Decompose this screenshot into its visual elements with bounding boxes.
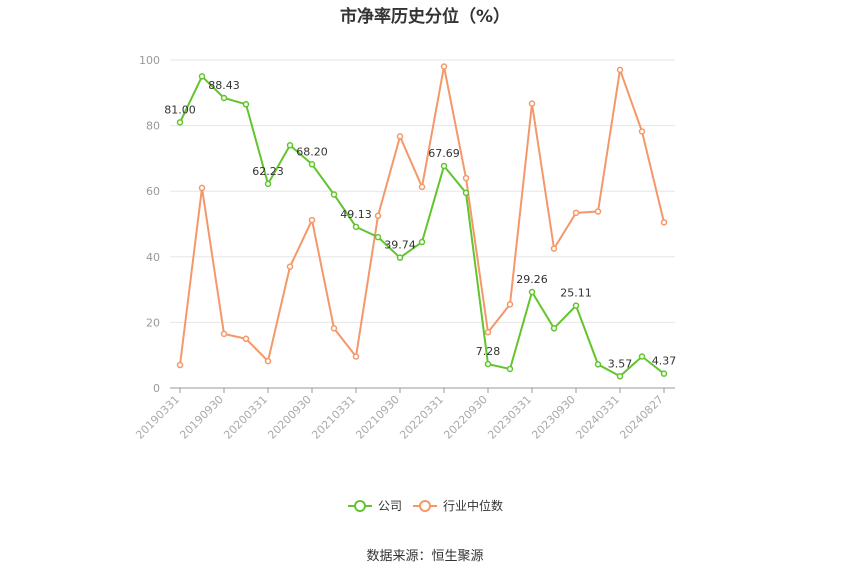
data-point [374, 233, 382, 241]
x-tick-label: 20240827 [617, 393, 666, 442]
x-tick-label: 20200930 [265, 393, 314, 442]
data-point [638, 128, 646, 135]
data-point [484, 328, 492, 336]
data-point [220, 94, 228, 102]
data-point [616, 373, 624, 380]
data-point [572, 302, 580, 309]
y-tick-label: 100 [139, 54, 160, 67]
data-label: 3.57 [608, 357, 633, 370]
data-point [176, 119, 184, 126]
data-point [440, 63, 448, 70]
data-label: 62.23 [252, 165, 284, 178]
data-point [506, 301, 514, 308]
data-point [396, 254, 404, 261]
data-label: 39.74 [384, 239, 416, 252]
data-point [462, 189, 470, 197]
data-point [176, 361, 184, 369]
data-label: 29.26 [516, 273, 548, 286]
x-tick-label: 20210331 [309, 393, 358, 442]
data-point [308, 216, 316, 224]
data-point [264, 357, 272, 365]
legend-swatch-marker[interactable] [354, 500, 366, 512]
data-label: 49.13 [340, 208, 372, 221]
legend-item-label[interactable]: 行业中位数 [443, 498, 503, 513]
data-point [660, 370, 668, 377]
data-point [220, 330, 228, 338]
data-point [330, 325, 338, 332]
series-line [179, 66, 665, 366]
data-point [286, 142, 294, 149]
data-point [572, 209, 580, 217]
data-point [528, 100, 536, 107]
data-label: 7.28 [476, 345, 501, 358]
data-point [198, 184, 206, 192]
data-point [616, 66, 624, 74]
data-label: 88.43 [208, 79, 240, 92]
x-tick-label: 20190930 [177, 393, 226, 442]
y-tick-label: 40 [146, 251, 160, 264]
data-label: 68.20 [296, 145, 328, 158]
data-point [374, 212, 382, 220]
x-tick-label: 20230930 [529, 393, 578, 442]
data-point [418, 183, 426, 191]
data-label: 25.11 [560, 287, 592, 300]
data-point [352, 223, 360, 231]
data-point [550, 245, 558, 252]
data-point [242, 335, 250, 343]
data-point [594, 208, 602, 215]
data-source-note: 数据来源：恒生聚源 [366, 549, 484, 564]
data-point [352, 353, 360, 360]
series-line [179, 74, 665, 378]
data-label: 67.69 [428, 147, 460, 160]
data-point [550, 325, 558, 332]
y-tick-label: 0 [153, 382, 160, 395]
data-point [638, 353, 646, 360]
data-point [308, 161, 316, 168]
data-point [528, 288, 536, 296]
y-tick-label: 20 [146, 316, 160, 329]
data-label: 4.37 [652, 355, 677, 368]
data-point [286, 263, 294, 270]
y-tick-label: 80 [146, 120, 160, 133]
x-tick-label: 20220930 [441, 393, 490, 442]
x-tick-label: 20240331 [573, 393, 622, 442]
data-point [594, 361, 602, 368]
data-point [330, 191, 338, 198]
data-label: 81.00 [164, 103, 196, 116]
x-tick-label: 20190331 [133, 393, 182, 442]
data-point [418, 238, 426, 246]
x-tick-label: 20230331 [485, 393, 534, 442]
data-point [242, 101, 250, 108]
x-tick-label: 20210930 [353, 393, 402, 442]
x-tick-label: 20200331 [221, 393, 270, 442]
data-point [506, 365, 514, 373]
y-tick-label: 60 [146, 185, 160, 198]
data-point [484, 360, 492, 368]
legend-item-label[interactable]: 公司 [378, 499, 402, 513]
x-tick-label: 20220331 [397, 393, 446, 442]
data-point [660, 219, 668, 226]
data-point [396, 133, 404, 140]
data-point [462, 174, 470, 182]
data-point [198, 73, 206, 80]
chart-title: 市净率历史分位（%） [339, 7, 511, 27]
data-point [440, 162, 448, 170]
data-point [264, 180, 272, 188]
legend-swatch-marker[interactable] [419, 500, 431, 512]
